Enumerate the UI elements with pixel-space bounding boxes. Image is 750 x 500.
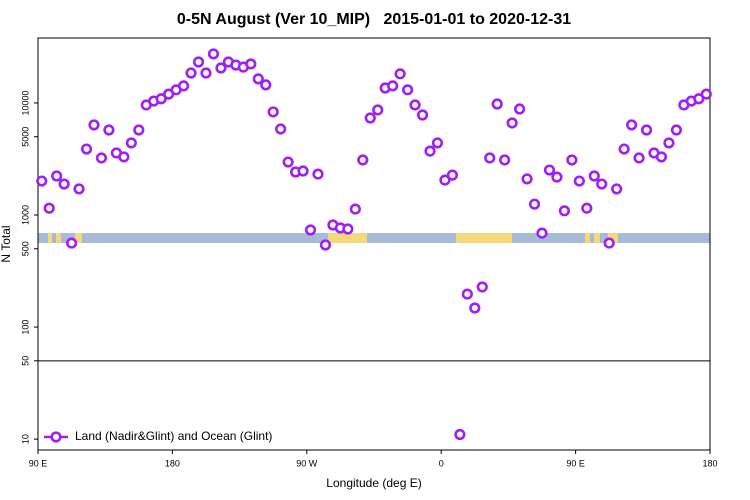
point bbox=[521, 173, 533, 185]
point bbox=[670, 124, 683, 136]
point bbox=[596, 178, 608, 190]
point bbox=[536, 227, 548, 239]
point bbox=[588, 170, 600, 182]
point bbox=[185, 67, 197, 79]
y-tick-label: 10 bbox=[20, 434, 30, 444]
point bbox=[566, 154, 578, 166]
point bbox=[469, 302, 481, 314]
point bbox=[640, 124, 653, 136]
point bbox=[476, 281, 488, 293]
point bbox=[409, 99, 421, 111]
x-tick-label: 90 W bbox=[296, 458, 318, 468]
point bbox=[551, 171, 563, 183]
point bbox=[155, 93, 167, 105]
point bbox=[103, 124, 115, 136]
y-tick-label: 5000 bbox=[20, 127, 30, 147]
point bbox=[245, 58, 257, 70]
point bbox=[319, 239, 332, 251]
point bbox=[252, 73, 264, 85]
point bbox=[118, 151, 130, 163]
point bbox=[506, 117, 518, 129]
point bbox=[58, 178, 70, 190]
point bbox=[625, 119, 638, 131]
point bbox=[282, 156, 294, 168]
point bbox=[387, 80, 399, 92]
point bbox=[275, 123, 287, 135]
plot-frame bbox=[37, 37, 711, 451]
point bbox=[633, 152, 645, 164]
x-tick-label: 180 bbox=[702, 458, 717, 468]
legend-marker bbox=[50, 431, 62, 443]
x-axis-label: Longitude (deg E) bbox=[326, 476, 421, 490]
point bbox=[416, 109, 429, 121]
point bbox=[51, 170, 63, 182]
point bbox=[65, 237, 78, 249]
legend-label: Land (Nadir&Glint) and Ocean (Glint) bbox=[75, 429, 272, 443]
point bbox=[43, 202, 55, 214]
x-tick-label: 0 bbox=[439, 458, 444, 468]
point bbox=[342, 223, 354, 235]
point bbox=[543, 164, 556, 176]
point bbox=[491, 98, 503, 110]
y-tick-label: 1000 bbox=[20, 205, 30, 225]
point bbox=[484, 152, 496, 164]
point bbox=[73, 183, 85, 195]
chart-title: 0-5N August (Ver 10_MIP) 2015-01-01 to 2… bbox=[177, 11, 571, 28]
point bbox=[88, 119, 100, 131]
x-tick-label: 180 bbox=[165, 458, 180, 468]
point bbox=[499, 154, 511, 166]
y-axis-label: N Total bbox=[0, 225, 13, 262]
point bbox=[297, 165, 309, 177]
point bbox=[267, 106, 279, 118]
point bbox=[372, 104, 384, 116]
point bbox=[663, 137, 675, 149]
point bbox=[618, 143, 630, 155]
point bbox=[312, 168, 324, 180]
point bbox=[260, 79, 272, 91]
point bbox=[528, 198, 541, 210]
point bbox=[581, 202, 593, 214]
point bbox=[461, 288, 473, 300]
point bbox=[357, 154, 369, 166]
point bbox=[446, 169, 459, 181]
point bbox=[693, 93, 705, 105]
point bbox=[133, 124, 145, 136]
y-tick-label: 50 bbox=[20, 356, 30, 366]
point bbox=[700, 88, 712, 100]
point bbox=[603, 237, 615, 249]
y-tick-label: 100 bbox=[20, 320, 30, 335]
point bbox=[424, 145, 436, 157]
point bbox=[80, 143, 93, 155]
point bbox=[364, 112, 376, 124]
point bbox=[207, 48, 220, 60]
point bbox=[513, 103, 526, 115]
point bbox=[215, 62, 227, 74]
point bbox=[349, 203, 361, 215]
x-tick-label: 90 E bbox=[566, 458, 585, 468]
x-tick-label: 90 E bbox=[29, 458, 48, 468]
point bbox=[394, 68, 406, 80]
point bbox=[200, 67, 212, 79]
point bbox=[611, 183, 623, 195]
point bbox=[573, 175, 585, 187]
point bbox=[125, 137, 137, 149]
y-tick-label: 10000 bbox=[20, 90, 30, 115]
point bbox=[431, 137, 444, 149]
point bbox=[178, 80, 190, 92]
point bbox=[655, 151, 668, 163]
point bbox=[36, 175, 48, 187]
point bbox=[454, 428, 466, 441]
point bbox=[192, 56, 205, 68]
point bbox=[402, 84, 414, 96]
point bbox=[304, 224, 317, 236]
point bbox=[558, 205, 571, 217]
y-tick-label: 500 bbox=[20, 241, 30, 256]
point bbox=[439, 174, 451, 186]
map-band bbox=[38, 233, 710, 243]
point bbox=[95, 152, 108, 164]
